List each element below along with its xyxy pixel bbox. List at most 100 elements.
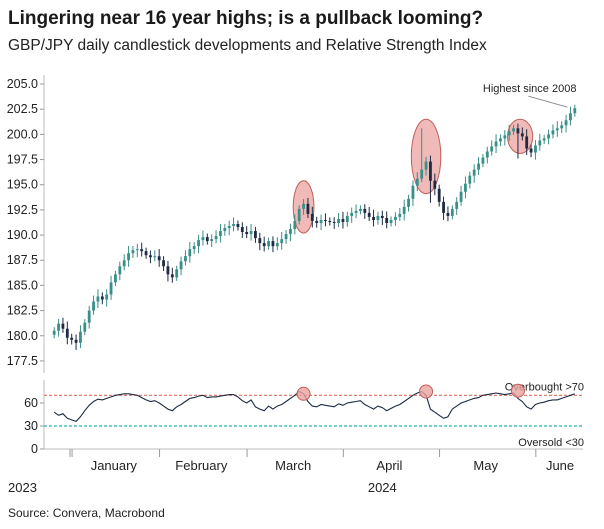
candle-body [332,221,336,223]
candle-body [359,208,362,211]
candle-body [455,201,459,209]
price-tick-label: 187.5 [7,253,38,267]
price-tick-label: 182.5 [7,304,38,318]
candle-body [529,148,533,153]
price-tick-label: 177.5 [7,354,38,368]
annotation-leader [528,95,568,108]
price-tick-label: 190.0 [7,228,38,242]
candle-body [175,269,179,278]
candle-body [503,135,507,139]
price-tick-label: 195.0 [7,178,38,192]
candle-body [306,203,310,214]
rsi-highlights [296,383,525,401]
candle-body [232,223,235,227]
rsi-series [53,390,575,423]
rsi-axis: 0 30 60 [24,380,45,456]
candle-body [293,220,297,230]
candle-body [437,188,441,202]
candle-body [385,217,389,223]
candle-body [240,227,244,233]
candle-body [477,163,480,170]
chart-subtitle: GBP/JPY daily candlestick developments a… [8,37,487,54]
candle-body [205,237,209,242]
candle-body [179,261,183,270]
month-label: June [546,458,574,473]
candle-body [569,113,572,121]
candle-body [223,228,227,232]
candle-body [192,246,196,250]
candle-body [551,130,555,135]
candle-body [280,239,284,244]
candle-body [118,266,122,275]
candle-body [245,232,249,235]
candle-body [468,175,472,184]
chart-title: Lingering near 16 year highs; is a pullb… [8,8,484,29]
candle-body [122,260,126,267]
candle-body [564,120,568,126]
candle-body [345,215,349,222]
candle-body [92,301,95,311]
candle-body [170,274,174,278]
candle-body [197,240,200,247]
candle-body [324,219,327,221]
candle-body [127,253,130,261]
candle-body [70,337,74,340]
candle-body [376,215,380,220]
candle-body [464,183,467,192]
candle-body [289,229,292,235]
candle-body [429,161,432,181]
rsi-tick-label: 0 [31,442,38,456]
annotation-label: Highest since 2008 [483,83,577,95]
highlight-ellipse [507,118,534,154]
rsi-highlight-circle [419,384,434,399]
candle-body [210,239,214,242]
candle-body [188,249,192,257]
x-axis: January February March April May June 2023 2024 [8,448,583,495]
candle-body [135,249,139,251]
candle-body [363,208,367,213]
price-tick-label: 180.0 [7,329,38,343]
candle-body [516,128,520,134]
candle-body [424,161,428,170]
candle-body [275,243,279,247]
candle-body [140,249,144,252]
price-tick-label: 192.5 [7,203,38,217]
candle-body [184,256,187,262]
candle-body [109,282,113,295]
candle-body [520,133,524,137]
highlight-ellipse [410,118,442,195]
candle-body [271,241,275,247]
candle-body [354,210,358,213]
candle-body [499,138,502,142]
candle-body [57,323,60,331]
rsi-tick-label: 60 [24,396,38,410]
candle-body [87,310,91,323]
candle-body [446,212,450,216]
candle-body [319,219,323,223]
candle-body [398,213,402,217]
candle-body [267,241,270,247]
candle-body [459,191,463,202]
oversold-label: Oversold <30 [518,437,584,449]
candle-body [297,208,301,221]
candle-body [407,198,410,207]
rsi-highlight-circle [296,386,311,401]
rsi-highlight-circle [510,383,525,398]
candle-body [433,180,437,189]
candle-body [555,128,559,131]
candle-body [52,330,56,335]
candle-body [350,212,354,216]
price-tick-label: 197.5 [7,153,38,167]
source-note: Source: Convera, Macrobond [8,506,165,520]
candle-body [166,266,170,275]
candle-body [411,185,415,199]
rsi-line [53,390,575,423]
price-annotation: Highest since 2008 [483,83,577,108]
candle-body [79,331,82,343]
candle-body [83,322,87,332]
price-tick-label: 200.0 [7,127,38,141]
month-label: April [376,458,402,473]
candle-body [131,250,135,254]
candle-body [415,178,419,186]
